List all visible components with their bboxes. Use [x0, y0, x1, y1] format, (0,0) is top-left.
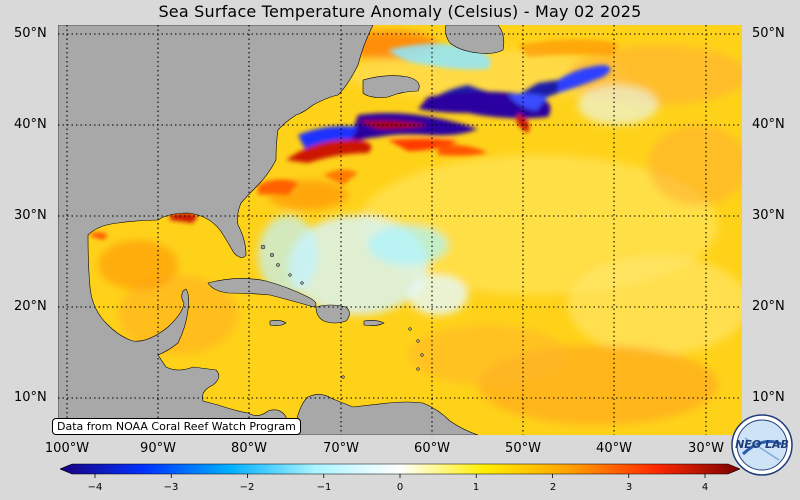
lat-label-right-40: 40°N	[752, 117, 785, 132]
colorbar-fill	[60, 463, 740, 475]
lat-label-right-30: 30°N	[752, 208, 785, 223]
jamaica-land	[269, 320, 287, 326]
lon-label-70w: 70°W	[323, 441, 359, 456]
map-title: Sea Surface Temperature Anomaly (Celsius…	[158, 2, 642, 21]
lat-label-left-40: 40°N	[14, 117, 47, 132]
north-america-land	[58, 25, 374, 435]
neo-lab-logo: NEO LAB	[731, 414, 793, 476]
lon-label-60w: 60°W	[414, 441, 450, 456]
colorbar-tick-3: 3	[625, 482, 633, 493]
colorbar-tick-0: 0	[396, 482, 404, 493]
lon-label-30w: 30°W	[688, 441, 724, 456]
data-credit-box: Data from NOAA Coral Reef Watch Program	[52, 418, 301, 435]
colorbar-tick-1: 1	[472, 482, 480, 493]
lon-label-90w: 90°W	[140, 441, 176, 456]
sst-anomaly-map	[58, 25, 742, 435]
lat-label-left-30: 30°N	[14, 208, 47, 223]
colorbar-tick-4: 4	[701, 482, 709, 493]
nova-scotia-land	[362, 75, 420, 98]
newfoundland-land	[445, 25, 505, 54]
lat-label-right-50: 50°N	[752, 26, 785, 41]
lat-label-left-10: 10°N	[14, 390, 47, 405]
south-america-land	[293, 394, 479, 435]
colorbar-tick-neg2: −2	[239, 482, 255, 493]
lon-label-80w: 80°W	[231, 441, 267, 456]
colorbar-tick-neg4: −4	[87, 482, 103, 493]
lon-label-100w: 100°W	[44, 441, 90, 456]
puerto-rico-land	[363, 320, 385, 326]
svg-text:NEO LAB: NEO LAB	[735, 438, 789, 451]
lat-label-right-20: 20°N	[752, 299, 785, 314]
cuba-land	[207, 278, 317, 308]
colorbar-tick-2: 2	[549, 482, 557, 493]
lon-label-40w: 40°W	[596, 441, 632, 456]
colorbar	[60, 463, 740, 478]
colorbar-tick-neg1: −1	[316, 482, 332, 493]
lat-label-left-50: 50°N	[14, 26, 47, 41]
lat-label-right-10: 10°N	[752, 390, 785, 405]
colorbar-tick-neg3: −3	[163, 482, 179, 493]
lon-label-50w: 50°W	[505, 441, 541, 456]
lat-label-left-20: 20°N	[14, 299, 47, 314]
